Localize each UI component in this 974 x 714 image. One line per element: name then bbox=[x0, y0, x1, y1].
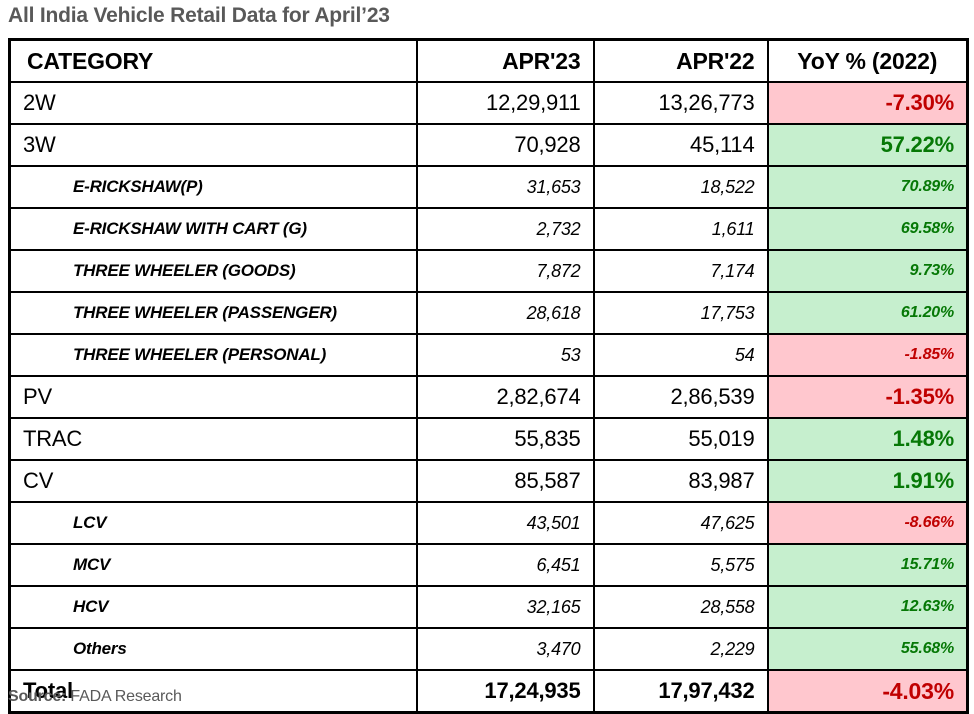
category-cell: MCV bbox=[8, 543, 418, 587]
table-row: CV 85,587 83,987 1.91% bbox=[8, 459, 969, 503]
yoy-cell: 9.73% bbox=[766, 249, 969, 293]
apr22-cell: 2,86,539 bbox=[592, 375, 769, 419]
apr22-cell: 83,987 bbox=[592, 459, 769, 503]
category-cell: 3W bbox=[8, 123, 418, 167]
apr22-cell: 17,97,432 bbox=[592, 669, 769, 714]
apr23-cell: 2,82,674 bbox=[415, 375, 595, 419]
category-cell: THREE WHEELER (GOODS) bbox=[8, 249, 418, 293]
table-row: 3W 70,928 45,114 57.22% bbox=[8, 123, 969, 167]
category-cell: THREE WHEELER (PASSENGER) bbox=[8, 291, 418, 335]
apr23-cell: 12,29,911 bbox=[415, 81, 595, 125]
apr22-cell: 18,522 bbox=[592, 165, 769, 209]
table-row: TRAC 55,835 55,019 1.48% bbox=[8, 417, 969, 461]
page-title: All India Vehicle Retail Data for April’… bbox=[8, 4, 390, 27]
category-cell: PV bbox=[8, 375, 418, 419]
yoy-cell: 61.20% bbox=[766, 291, 969, 335]
source-label: Source: bbox=[8, 688, 67, 705]
apr22-cell: 2,229 bbox=[592, 627, 769, 671]
table-body: 2W 12,29,911 13,26,773 -7.30% 3W 70,928 … bbox=[8, 81, 969, 714]
category-cell: HCV bbox=[8, 585, 418, 629]
category-cell: THREE WHEELER (PERSONAL) bbox=[8, 333, 418, 377]
table-row: THREE WHEELER (GOODS) 7,872 7,174 9.73% bbox=[8, 249, 969, 293]
table-row: E-RICKSHAW WITH CART (G) 2,732 1,611 69.… bbox=[8, 207, 969, 251]
yoy-cell: 57.22% bbox=[766, 123, 969, 167]
yoy-cell: 12.63% bbox=[766, 585, 969, 629]
yoy-cell: 55.68% bbox=[766, 627, 969, 671]
apr22-cell: 47,625 bbox=[592, 501, 769, 545]
table-row: Total 17,24,935 17,97,432 -4.03% bbox=[8, 669, 969, 714]
apr23-cell: 7,872 bbox=[415, 249, 595, 293]
table-row: 2W 12,29,911 13,26,773 -7.30% bbox=[8, 81, 969, 125]
apr23-cell: 6,451 bbox=[415, 543, 595, 587]
apr22-cell: 1,611 bbox=[592, 207, 769, 251]
apr22-cell: 54 bbox=[592, 333, 769, 377]
source-line: Source: FADA Research bbox=[8, 688, 182, 706]
apr23-cell: 31,653 bbox=[415, 165, 595, 209]
category-cell: E-RICKSHAW WITH CART (G) bbox=[8, 207, 418, 251]
category-cell: E-RICKSHAW(P) bbox=[8, 165, 418, 209]
yoy-cell: -7.30% bbox=[766, 81, 969, 125]
table-row: LCV 43,501 47,625 -8.66% bbox=[8, 501, 969, 545]
table-row: PV 2,82,674 2,86,539 -1.35% bbox=[8, 375, 969, 419]
category-cell: TRAC bbox=[8, 417, 418, 461]
category-cell: 2W bbox=[8, 81, 418, 125]
apr22-cell: 45,114 bbox=[592, 123, 769, 167]
yoy-cell: -4.03% bbox=[766, 669, 969, 714]
apr23-cell: 70,928 bbox=[415, 123, 595, 167]
yoy-cell: 1.91% bbox=[766, 459, 969, 503]
apr23-cell: 32,165 bbox=[415, 585, 595, 629]
table-row: Others 3,470 2,229 55.68% bbox=[8, 627, 969, 671]
yoy-cell: 1.48% bbox=[766, 417, 969, 461]
apr22-cell: 13,26,773 bbox=[592, 81, 769, 125]
yoy-cell: 70.89% bbox=[766, 165, 969, 209]
table-row: THREE WHEELER (PASSENGER) 28,618 17,753 … bbox=[8, 291, 969, 335]
apr23-cell: 2,732 bbox=[415, 207, 595, 251]
category-cell: LCV bbox=[8, 501, 418, 545]
table-row: MCV 6,451 5,575 15.71% bbox=[8, 543, 969, 587]
apr22-cell: 7,174 bbox=[592, 249, 769, 293]
apr23-cell: 53 bbox=[415, 333, 595, 377]
apr22-cell: 17,753 bbox=[592, 291, 769, 335]
yoy-cell: -8.66% bbox=[766, 501, 969, 545]
apr22-cell: 55,019 bbox=[592, 417, 769, 461]
apr23-cell: 3,470 bbox=[415, 627, 595, 671]
vehicle-retail-table: CATEGORY APR'23 APR'22 YoY % (2022) 2W 1… bbox=[8, 38, 969, 714]
header-row: CATEGORY APR'23 APR'22 YoY % (2022) bbox=[8, 38, 969, 83]
category-cell: CV bbox=[8, 459, 418, 503]
source-value: FADA Research bbox=[70, 688, 182, 705]
col-header-apr22: APR'22 bbox=[592, 38, 769, 83]
apr22-cell: 5,575 bbox=[592, 543, 769, 587]
table-row: HCV 32,165 28,558 12.63% bbox=[8, 585, 969, 629]
yoy-cell: 15.71% bbox=[766, 543, 969, 587]
yoy-cell: -1.85% bbox=[766, 333, 969, 377]
yoy-cell: -1.35% bbox=[766, 375, 969, 419]
table-row: THREE WHEELER (PERSONAL) 53 54 -1.85% bbox=[8, 333, 969, 377]
apr23-cell: 17,24,935 bbox=[415, 669, 595, 714]
apr22-cell: 28,558 bbox=[592, 585, 769, 629]
apr23-cell: 28,618 bbox=[415, 291, 595, 335]
table-row: E-RICKSHAW(P) 31,653 18,522 70.89% bbox=[8, 165, 969, 209]
apr23-cell: 85,587 bbox=[415, 459, 595, 503]
apr23-cell: 55,835 bbox=[415, 417, 595, 461]
category-cell: Others bbox=[8, 627, 418, 671]
col-header-category: CATEGORY bbox=[8, 38, 418, 83]
yoy-cell: 69.58% bbox=[766, 207, 969, 251]
col-header-apr23: APR'23 bbox=[415, 38, 595, 83]
col-header-yoy: YoY % (2022) bbox=[766, 38, 969, 83]
apr23-cell: 43,501 bbox=[415, 501, 595, 545]
